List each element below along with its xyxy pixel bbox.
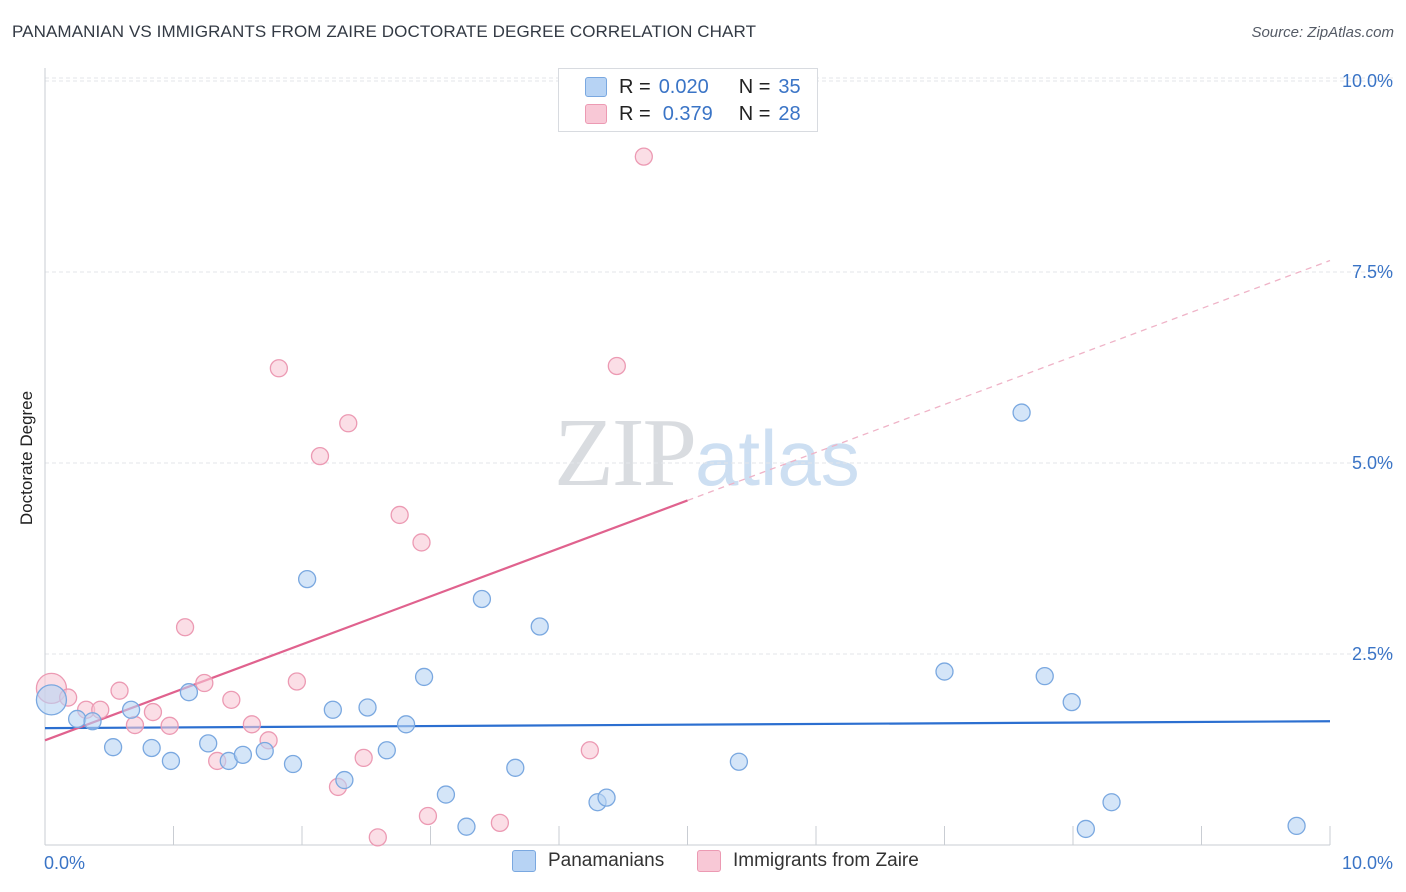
data-point (222, 690, 241, 709)
correlation-legend: R = 0.020 N = 35 R = 0.379 N = 28 (558, 68, 818, 132)
trend-line-solid (44, 720, 1331, 730)
legend-swatch-blue (585, 77, 607, 97)
data-points (35, 147, 1306, 847)
source-credit: Source: ZipAtlas.com (1251, 24, 1394, 41)
legend-label-zaire: Immigrants from Zaire (733, 850, 919, 871)
legend-item-zaire: Immigrants from Zaire (697, 850, 919, 872)
data-point (175, 618, 195, 637)
y-tick-label: 2.5% (1352, 644, 1393, 664)
data-point (310, 446, 330, 466)
grid-lines (45, 77, 1395, 655)
data-point (597, 788, 616, 807)
legend-n-label: N = (738, 102, 771, 125)
y-tick-label: 10.0% (1342, 71, 1393, 91)
data-point (396, 715, 416, 734)
data-point (297, 569, 317, 589)
data-point (1062, 692, 1081, 712)
data-point (530, 617, 549, 636)
data-point (580, 741, 599, 760)
y-tick-label: 7.5% (1352, 262, 1393, 282)
watermark-zip: ZIP (554, 399, 697, 507)
data-point (179, 683, 199, 702)
data-point (607, 356, 626, 376)
watermark-atlas: atlas (695, 414, 860, 502)
data-point (35, 684, 68, 716)
data-point (1102, 793, 1121, 812)
legend-r-value: 0.379 (662, 102, 713, 125)
axes (44, 68, 1331, 846)
data-point (1035, 667, 1054, 686)
watermark: ZIPatlas (554, 402, 860, 502)
legend-r-label: R = (619, 102, 651, 125)
data-point (143, 702, 163, 722)
data-point (242, 715, 262, 734)
x-tick-label: 10.0% (1342, 853, 1393, 873)
legend-row-zaire: R = 0.379 N = 28 (585, 101, 801, 127)
data-point (110, 681, 129, 700)
data-point (199, 734, 218, 753)
data-point (1287, 816, 1306, 836)
data-point (233, 745, 253, 764)
y-tick-label: 5.0% (1352, 453, 1393, 473)
data-point (67, 709, 87, 729)
legend-n-value: 35 (778, 75, 801, 98)
legend-swatch-pink (697, 850, 721, 872)
data-point (1012, 403, 1031, 422)
data-point (255, 741, 274, 761)
data-point (142, 738, 161, 758)
legend-n-label: N = (738, 75, 771, 98)
data-point (490, 813, 510, 832)
legend-swatch-blue (512, 850, 536, 872)
data-point (418, 806, 438, 826)
data-point (354, 748, 373, 768)
data-point (377, 741, 396, 760)
data-point (339, 414, 358, 433)
data-point (390, 505, 409, 525)
tick-labels: 2.5% 5.0% 7.5% 10.0% 0.0% 10.0% (44, 71, 1393, 873)
legend-r-value: 0.020 (658, 75, 709, 98)
x-tick-label: 0.0% (44, 853, 85, 873)
trend-line-dashed (687, 259, 1331, 502)
legend-row-panamanians: R = 0.020 N = 35 (585, 74, 801, 100)
data-point (161, 751, 181, 771)
data-point (323, 700, 342, 719)
data-point (160, 716, 179, 735)
data-point (121, 700, 141, 719)
legend-label-panamanians: Panamanians (548, 850, 665, 871)
data-point (368, 828, 387, 847)
trend-lines (44, 259, 1331, 742)
data-point (935, 662, 954, 681)
data-point (506, 758, 525, 777)
data-point (125, 715, 145, 735)
legend-n-value: 28 (778, 102, 801, 125)
legend-swatch-pink (585, 104, 607, 124)
data-point (436, 785, 456, 804)
y-axis-label: Doctorate Degree (17, 390, 36, 526)
data-point (269, 359, 289, 378)
data-point (335, 770, 354, 790)
chart-title: PANAMANIAN VS IMMIGRANTS FROM ZAIRE DOCT… (12, 22, 757, 41)
legend-r-label: R = (619, 75, 651, 98)
data-point (195, 673, 214, 693)
data-point (1076, 819, 1095, 839)
series-legend: Panamanians Immigrants from Zaire (0, 850, 1406, 880)
data-point (457, 817, 476, 836)
data-point (472, 589, 492, 609)
legend-item-panamanians: Panamanians (512, 850, 664, 872)
data-point (83, 712, 102, 731)
data-point (412, 533, 431, 552)
data-point (287, 672, 307, 691)
data-point (414, 667, 434, 687)
data-point (103, 738, 123, 757)
data-point (283, 754, 303, 774)
data-point (729, 752, 749, 771)
data-point (634, 147, 653, 166)
trend-line-solid (44, 499, 688, 742)
data-point (358, 698, 377, 717)
